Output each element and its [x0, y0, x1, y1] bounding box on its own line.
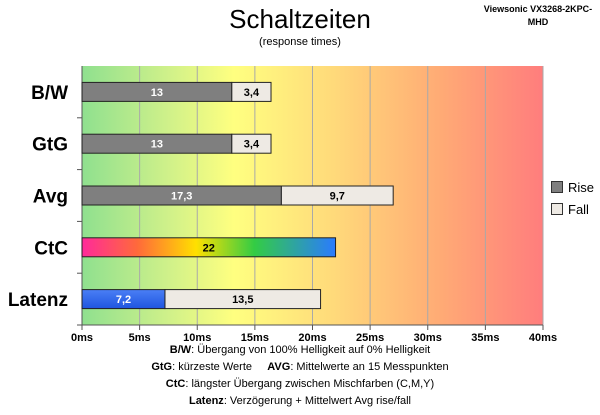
- bar-fall: [280, 185, 394, 206]
- bar-label-fall: 9,7: [330, 191, 345, 203]
- bar-label-rise: 17,3: [171, 191, 192, 203]
- category-label: Avg: [33, 187, 68, 208]
- legend-label-fall: Fall: [568, 201, 589, 217]
- footnotes: B/W: Übergang von 100% Helligkeit auf 0%…: [0, 342, 600, 410]
- note-key: AVG: [267, 361, 291, 373]
- note-text: : kürzeste Werte: [172, 361, 252, 373]
- legend-item-fall: Fall: [551, 198, 594, 220]
- legend-swatch-rise: [551, 181, 563, 193]
- legend-swatch-fall: [551, 203, 563, 215]
- note-text: : Übergang von 100% Helligkeit auf 0% He…: [191, 344, 431, 356]
- x-tick-label: 15ms: [241, 332, 269, 342]
- bar-fall: [164, 289, 322, 310]
- note-key: B/W: [169, 344, 192, 356]
- bar-label-fall: 3,4: [244, 139, 260, 151]
- bar-label-fall: 3,4: [244, 87, 260, 99]
- legend-item-rise: Rise: [551, 176, 594, 198]
- chart-title: Schaltzeiten: [229, 4, 371, 34]
- bar-chart: 0ms 5ms 10ms 15ms 20ms 25ms 30ms 35ms 40ms B/W 13 3…: [8, 66, 557, 342]
- note-text: : längster Übergang zwischen Mischfarben…: [185, 378, 435, 390]
- legend: Rise Fall: [551, 176, 594, 220]
- chart-subtitle: (response times): [259, 36, 341, 48]
- bar-fall: [231, 81, 272, 102]
- note-key: Latenz: [188, 395, 224, 407]
- bar-rise: [81, 237, 337, 258]
- x-tick-label: 30ms: [414, 332, 442, 342]
- x-tick-label: 35ms: [471, 332, 499, 342]
- category-label: GtG: [32, 135, 68, 156]
- note-key: CtC: [165, 378, 186, 390]
- note-text: : Mittelwerte an 15 Messpunkten: [290, 361, 449, 373]
- x-tick-label: 25ms: [356, 332, 384, 342]
- x-tick-label: 5ms: [129, 332, 151, 342]
- category-label: Latenz: [8, 290, 68, 311]
- legend-label-rise: Rise: [568, 179, 595, 195]
- x-tick-label: 20ms: [298, 332, 326, 342]
- bar-label-rise: 7,2: [116, 294, 131, 306]
- bar-label-rise: 22: [203, 242, 215, 254]
- device-label: Viewsonic VX3268-2KPC-MHD: [483, 4, 593, 27]
- note-key: GtG: [151, 361, 173, 373]
- bar-label-fall: 13,5: [232, 294, 253, 306]
- category-label: B/W: [31, 83, 68, 104]
- note-line: GtG: kürzeste Werte AVG: Mittelwerte an …: [0, 359, 600, 376]
- category-label: CtC: [34, 238, 68, 259]
- x-tick-label: 0ms: [71, 332, 93, 342]
- x-tick-label: 10ms: [183, 332, 211, 342]
- note-line: Latenz: Verzögerung + Mittelwert Avg ris…: [0, 393, 600, 410]
- note-line: B/W: Übergang von 100% Helligkeit auf 0%…: [0, 342, 600, 359]
- bar-fall: [231, 133, 272, 154]
- note-line: CtC: längster Übergang zwischen Mischfar…: [0, 376, 600, 393]
- bar-label-rise: 13: [151, 139, 163, 151]
- bar-label-rise: 13: [151, 87, 163, 99]
- x-tick-label: 40ms: [529, 332, 557, 342]
- note-text: : Verzögerung + Mittelwert Avg rise/fall: [223, 395, 412, 407]
